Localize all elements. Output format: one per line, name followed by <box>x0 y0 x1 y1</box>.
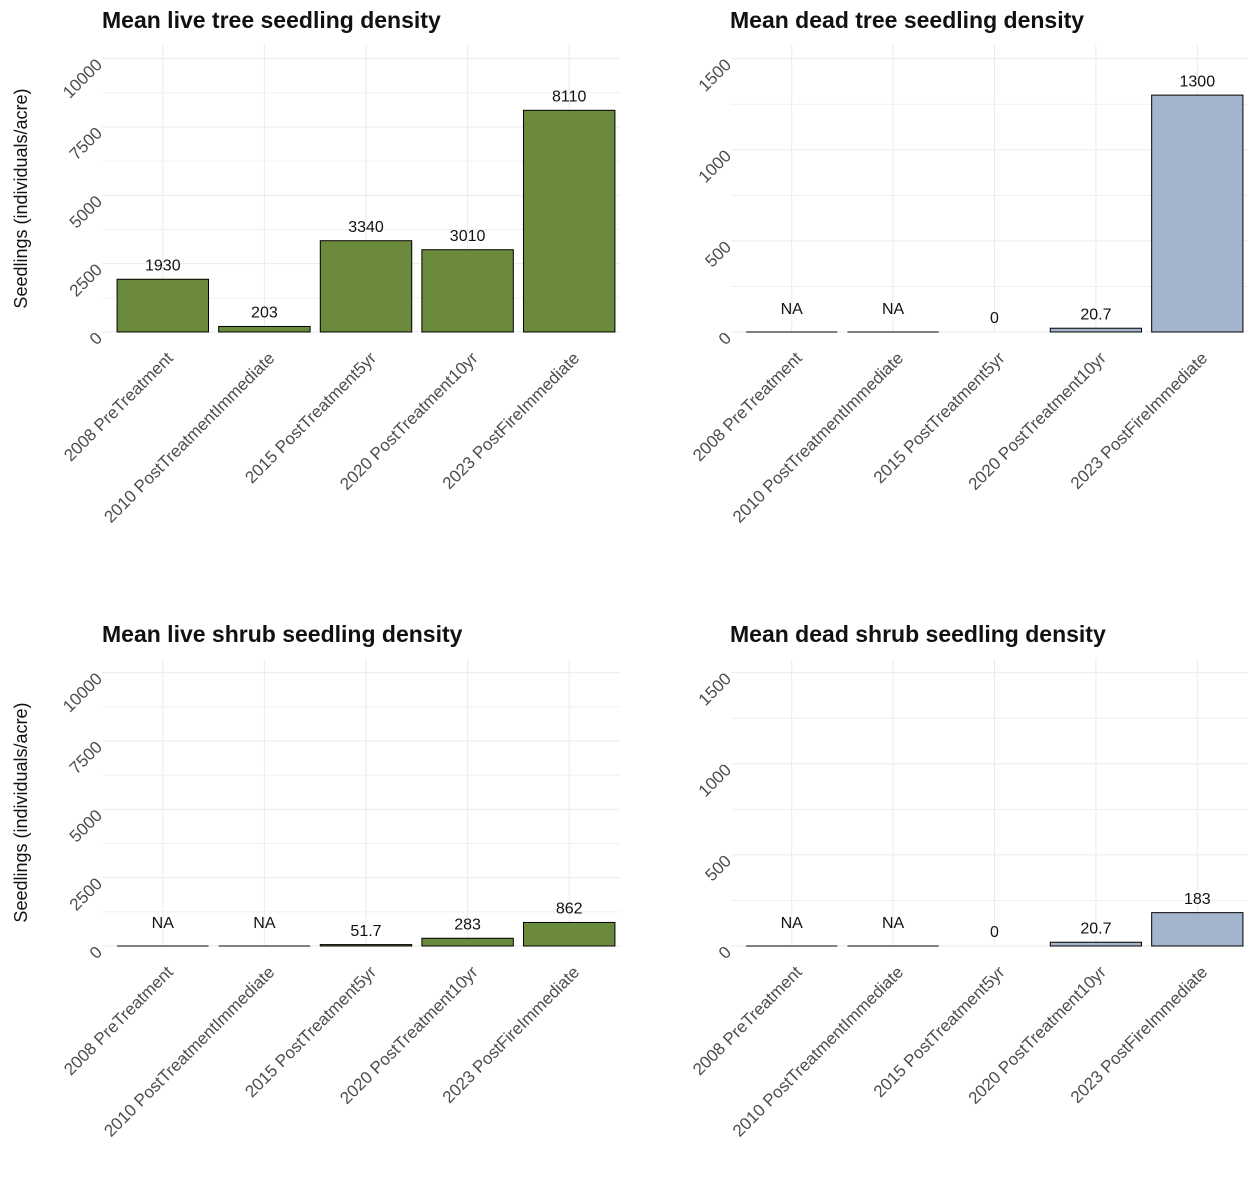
y-tick-label: 1000 <box>695 146 735 186</box>
value-label: 203 <box>251 305 278 322</box>
value-label: 3010 <box>450 228 486 245</box>
value-label: NA <box>882 915 905 932</box>
value-label: NA <box>152 915 175 932</box>
x-tick-label: 2010 PostTreatmentImmediate <box>729 963 907 1141</box>
value-label: 3340 <box>348 219 384 236</box>
chart-title: Mean dead shrub seedling density <box>730 621 1106 647</box>
y-tick-label: 5000 <box>66 806 106 846</box>
y-tick-label: 10000 <box>59 55 106 102</box>
bar <box>1151 912 1244 947</box>
y-tick-label: 2500 <box>66 874 106 914</box>
bar <box>421 937 514 947</box>
bar <box>116 278 210 333</box>
y-axis-label: Seedlings (individuals/acre) <box>11 88 31 308</box>
value-label: NA <box>781 915 804 932</box>
value-label: 51.7 <box>350 923 381 940</box>
y-axis-label: Seedlings (individuals/acre) <box>11 702 31 922</box>
value-label: 1930 <box>145 257 181 274</box>
bar <box>522 921 616 947</box>
y-tick-label: 1500 <box>695 669 735 709</box>
x-tick-label: 2008 PreTreatment <box>689 962 806 1079</box>
value-label: NA <box>781 301 804 318</box>
bar <box>218 325 311 333</box>
value-label: 8110 <box>552 89 587 106</box>
chart-title: Mean dead tree seedling density <box>730 7 1084 33</box>
value-label: 283 <box>454 916 481 933</box>
value-label: 183 <box>1184 891 1211 908</box>
bar <box>1151 94 1244 333</box>
bar <box>1049 941 1143 947</box>
value-label: 20.7 <box>1080 306 1111 323</box>
chart-title: Mean live shrub seedling density <box>102 621 463 647</box>
value-label: NA <box>253 915 276 932</box>
value-label: 0 <box>990 924 999 941</box>
panel: 0 500 1000 1500 Mean dead tree seedling dens… <box>689 7 1248 527</box>
y-tick-label: 2500 <box>66 260 106 300</box>
y-tick-label: 1000 <box>695 760 735 800</box>
x-tick-label: 2010 PostTreatmentImmediate <box>100 349 278 527</box>
x-tick-label: 2010 PostTreatmentImmediate <box>100 963 278 1141</box>
y-tick-label: 1500 <box>695 55 735 95</box>
chart-title: Mean live tree seedling density <box>102 7 441 33</box>
value-label: 862 <box>556 901 583 918</box>
x-tick-label: 2008 PreTreatment <box>689 348 806 465</box>
x-tick-label: 2008 PreTreatment <box>60 962 177 1079</box>
value-label: 1300 <box>1180 73 1216 90</box>
bar <box>319 240 413 333</box>
y-tick-label: 7500 <box>66 124 106 164</box>
value-label: 0 <box>990 310 999 327</box>
y-tick-label: 5000 <box>66 192 106 232</box>
x-tick-label: 2010 PostTreatmentImmediate <box>729 349 907 527</box>
x-tick-label: 2008 PreTreatment <box>60 348 177 465</box>
value-label: 20.7 <box>1080 920 1111 937</box>
bar <box>1049 327 1143 333</box>
panel: 0 500 1000 1500 Mean dead shrub seedling den… <box>689 621 1248 1141</box>
bar <box>421 249 514 333</box>
y-tick-label: 500 <box>702 851 735 884</box>
y-tick-label: 7500 <box>66 738 106 778</box>
y-tick-label: 10000 <box>59 669 106 716</box>
bar <box>319 944 413 947</box>
bar <box>522 109 616 333</box>
y-tick-label: 500 <box>702 237 735 270</box>
value-label: NA <box>882 301 905 318</box>
